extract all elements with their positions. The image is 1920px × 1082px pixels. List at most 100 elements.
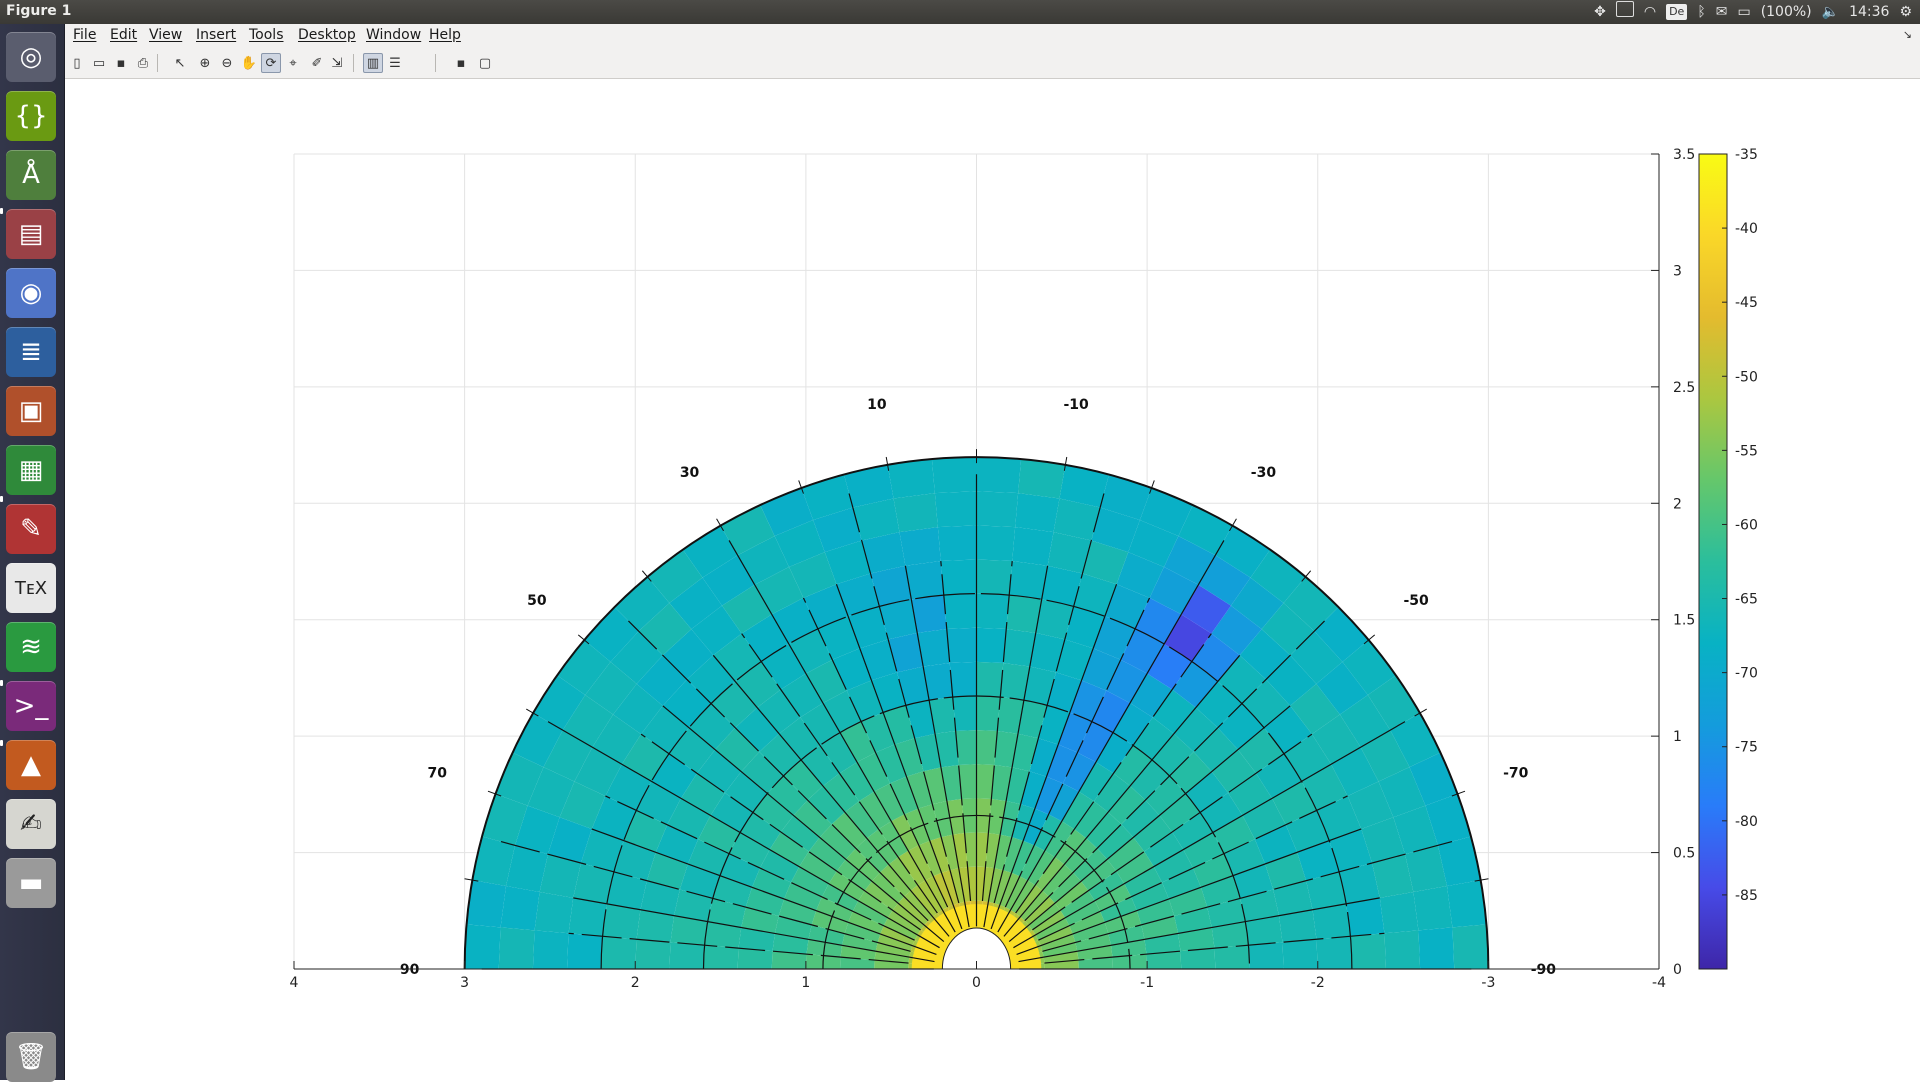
display-icon[interactable] [1615,1,1634,23]
heat-cell [840,945,876,961]
heat-cell [999,872,1020,908]
dropbox-icon[interactable]: ✥ [1594,4,1606,20]
x-tick-label: -3 [1481,975,1495,991]
heat-cell [500,886,540,931]
heat-cell [925,876,948,910]
colorbar-icon[interactable]: ▥ [363,53,383,73]
zoom-out-icon[interactable]: ⊖ [221,55,233,71]
link-icon[interactable]: ⇲ [331,55,343,71]
heat-cell [1048,872,1082,904]
heat-cell [1063,752,1096,792]
heat-cell [1054,881,1089,911]
matlab-icon[interactable]: ▲ [6,740,56,790]
texmaker-icon[interactable]: TᴇX [6,563,56,613]
trash-icon[interactable]: 🗑 [6,1032,56,1082]
heat-cell [917,880,943,914]
save-icon[interactable]: ▪ [116,55,126,71]
gear-icon[interactable]: ⚙ [1899,4,1912,20]
y-tick-label: 1.5 [1673,613,1695,629]
menu-file[interactable]: File [73,27,97,43]
hide-tools-icon[interactable]: ▪ [456,55,466,71]
new-figure-icon[interactable]: ▯ [73,55,81,71]
mail-icon[interactable]: ✉ [1715,4,1728,20]
angle-label: -90 [1531,962,1557,978]
heat-cell [691,605,742,656]
heat-cell [918,804,942,841]
heat-cell [669,942,705,969]
rotate-icon[interactable]: ⟳ [261,53,281,73]
keyboard-layout[interactable]: De [1666,4,1688,20]
heat-cell [752,868,791,899]
heat-cell [745,887,785,917]
heat-cell [779,717,820,760]
heat-cell [574,747,622,796]
show-tools-icon[interactable]: ▢ [478,55,492,71]
heat-cell [824,540,871,585]
heat-cell [1146,951,1182,969]
dock-arrow-icon[interactable]: ↘ [1902,28,1912,41]
heat-cell [1339,694,1391,748]
heat-cell [1163,536,1216,585]
heat-cell [580,828,624,872]
heat-cell [1329,828,1373,872]
heat-cell [1078,957,1113,969]
heat-cell [1011,840,1035,877]
spotify-icon[interactable]: ≋ [6,622,56,672]
file-manager-icon[interactable]: ▤ [6,209,56,259]
menu-view[interactable]: View [149,27,183,43]
disk-icon[interactable]: ▬ [6,858,56,908]
brackets-icon[interactable]: {} [6,91,56,141]
heat-cell [844,801,879,839]
pan-icon[interactable]: ✋ [240,55,258,71]
heat-cell [1027,850,1055,886]
heat-cell [557,639,611,695]
menu-edit[interactable]: Edit [110,27,138,43]
angle-tick [487,790,502,797]
heat-cell [1042,942,1078,958]
menu-window[interactable]: Window [366,27,422,43]
menu-help[interactable]: Help [429,27,461,43]
heat-cell [1285,810,1330,853]
heat-cell [1290,683,1340,735]
system-settings-icon[interactable]: ✎ [6,504,56,554]
heat-cell [720,505,775,556]
open-file-icon[interactable]: ▭ [92,55,106,71]
top-panel: Figure 1 ✥ ◠ De ᛒ ✉ ▭ (100%) 🔈 14:36 ⚙ [0,0,1920,24]
heat-cell [1077,945,1113,961]
terminal-icon[interactable]: >_ [6,681,56,731]
writer-icon[interactable]: ≣ [6,327,56,377]
print-icon[interactable]: ⎙ [137,55,149,71]
legend-icon[interactable]: ☰ [389,55,401,71]
data-cursor-icon[interactable]: ⌖ [289,55,297,71]
menu-tools[interactable]: Tools [249,27,284,43]
android-studio-icon[interactable]: Å [6,150,56,200]
y-tick-label: 3 [1673,263,1682,279]
heat-cell [722,584,772,634]
text-editor-icon[interactable]: ✍ [6,799,56,849]
heat-cell [696,749,742,793]
calc-icon[interactable]: ▦ [6,445,56,495]
clock[interactable]: 14:36 [1849,4,1890,20]
heat-cell [1064,606,1105,649]
zoom-in-icon[interactable]: ⊕ [199,55,211,71]
heat-cell [844,464,894,508]
chromium-icon[interactable]: ◉ [6,268,56,318]
bluetooth-icon[interactable]: ᛒ [1697,4,1706,20]
heat-cell [861,532,906,574]
heat-cell [1331,747,1379,796]
ubuntu-dash-icon[interactable]: ◎ [6,32,56,82]
menu-desktop[interactable]: Desktop [298,27,356,43]
pointer-icon[interactable]: ↖ [174,55,186,71]
battery-icon[interactable]: ▭ [1737,4,1751,20]
brush-icon[interactable]: ✐ [311,55,323,71]
radial-line [1004,597,1151,908]
menu-insert[interactable]: Insert [196,27,237,43]
volume-icon[interactable]: 🔈 [1821,4,1840,20]
heat-cell [464,924,501,969]
heat-cell [759,733,802,776]
impress-icon[interactable]: ▣ [6,386,56,436]
heat-cell [1069,680,1107,722]
wifi-icon[interactable]: ◠ [1643,4,1657,20]
heat-cell [1316,936,1352,969]
